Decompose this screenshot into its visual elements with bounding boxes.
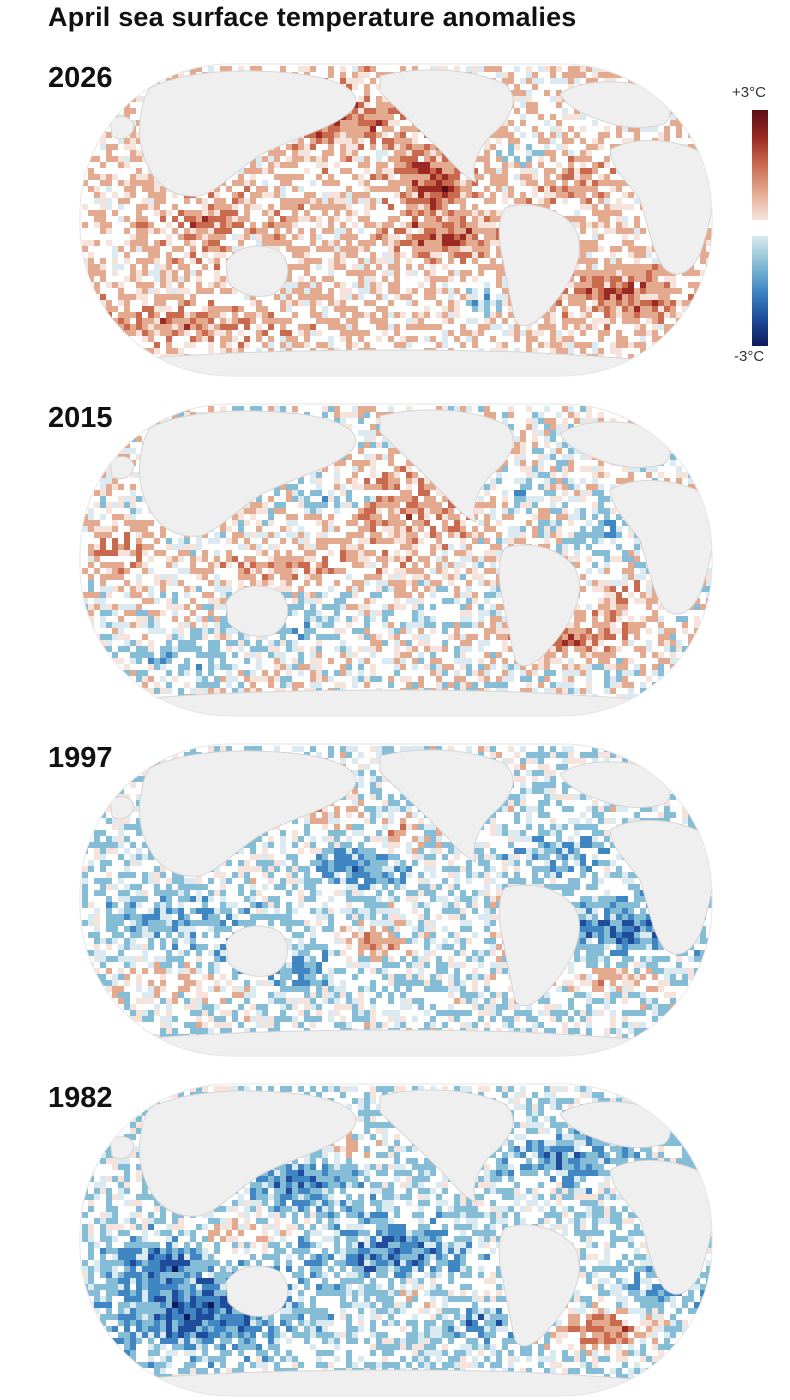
map-1997 — [0, 738, 790, 1060]
map-2026 — [0, 58, 790, 380]
legend-warm-scale — [752, 110, 768, 220]
legend-cool-scale — [752, 236, 768, 346]
map-1982 — [0, 1078, 790, 1400]
color-legend: +3°C -3°C — [728, 82, 790, 382]
chart-title: April sea surface temperature anomalies — [48, 2, 577, 33]
legend-min-label: -3°C — [734, 348, 764, 365]
map-2015 — [0, 398, 790, 720]
legend-max-label: +3°C — [732, 84, 766, 101]
